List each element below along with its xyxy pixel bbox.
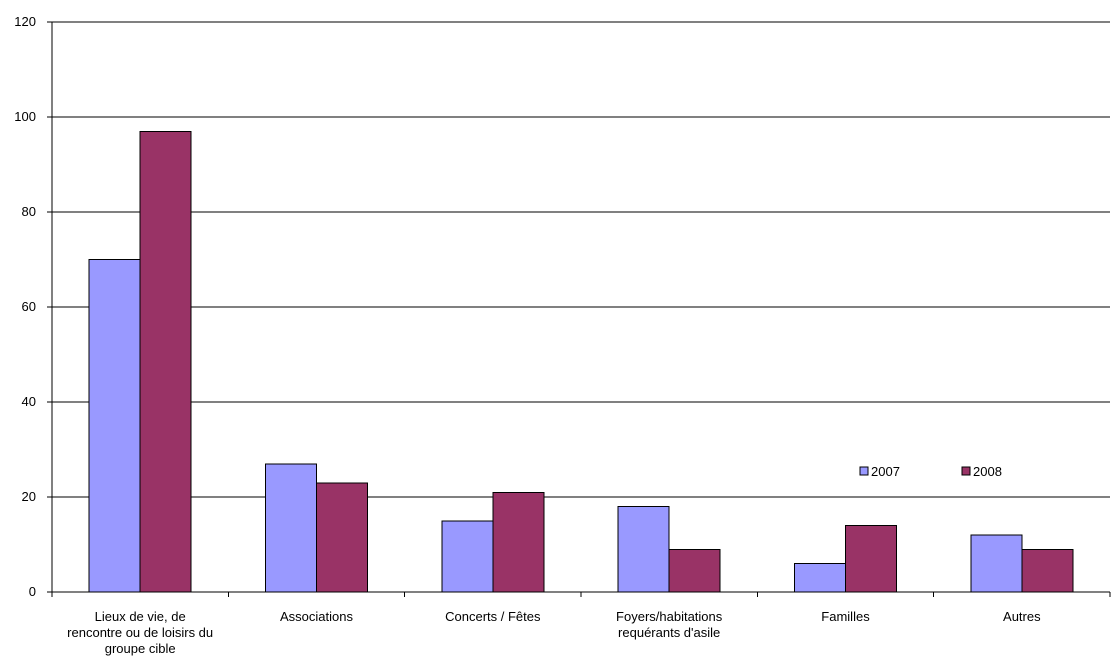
x-tick-label: rencontre ou de loisirs du <box>67 625 213 640</box>
legend-swatch <box>859 466 869 476</box>
legend-label: 2007 <box>871 464 900 479</box>
bar-2008-1 <box>316 482 368 593</box>
bar-2007-5 <box>970 534 1023 593</box>
bars <box>88 130 1074 593</box>
legend-item-2008: 2008 <box>961 464 1002 479</box>
grid-lines <box>52 21 1110 498</box>
x-tick-label: requérants d'asile <box>618 625 720 640</box>
bar-2007-3 <box>617 506 670 593</box>
y-tick-label: 0 <box>29 584 36 599</box>
bar-2007-0 <box>88 259 141 593</box>
bar-2007-4 <box>794 563 846 593</box>
bar-2007-1 <box>265 463 317 593</box>
bar-2008-4 <box>845 525 897 593</box>
bar-2007-2 <box>441 520 494 593</box>
x-tick-label: Autres <box>1003 609 1041 624</box>
x-tick-label: groupe cible <box>105 641 176 656</box>
bar-2008-3 <box>668 548 721 593</box>
y-tick-label: 80 <box>22 204 36 219</box>
legend-label: 2008 <box>973 464 1002 479</box>
y-tick-label: 100 <box>14 109 36 124</box>
x-tick-label: Lieux de vie, de <box>95 609 186 624</box>
bar-2008-2 <box>492 491 545 593</box>
bar-2008-5 <box>1021 548 1074 593</box>
x-tick-label: Associations <box>280 609 353 624</box>
y-tick-label: 120 <box>14 14 36 29</box>
axes <box>51 22 1110 593</box>
y-tick-label: 60 <box>22 299 36 314</box>
legend: 2007 2008 <box>859 464 1002 479</box>
y-tick-label: 20 <box>22 489 36 504</box>
x-tick-label: Concerts / Fêtes <box>445 609 541 624</box>
bar-2008-0 <box>139 130 192 593</box>
legend-swatch <box>961 466 971 476</box>
x-tick-label: Familles <box>821 609 870 624</box>
y-axis-ticks: 0 20 40 60 80 100 120 <box>14 14 52 599</box>
x-tick-label: Foyers/habitations <box>616 609 723 624</box>
y-tick-label: 40 <box>22 394 36 409</box>
legend-item-2007: 2007 <box>859 464 900 479</box>
